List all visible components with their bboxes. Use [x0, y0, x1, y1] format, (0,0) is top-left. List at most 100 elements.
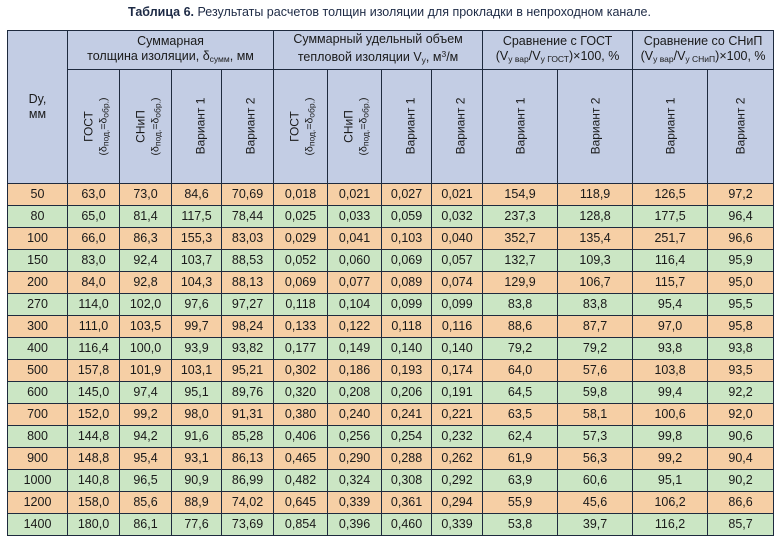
- table-row: 1400 180,0 86,1 77,6 73,69 0,854 0,396 0,460 0,3…: [7, 513, 775, 536]
- table-cell: 129,9: [482, 271, 559, 294]
- table-cell: 96,4: [707, 205, 775, 228]
- table-cell: 0,240: [327, 403, 383, 426]
- table-cell: 157,8: [67, 359, 120, 382]
- table-cell: 73,0: [119, 183, 172, 206]
- table-row: 200 84,0 92,8 104,3 88,13 0,069 0,077 0,089 0,07…: [7, 271, 775, 294]
- table-cell: 81,4: [119, 205, 172, 228]
- table-cell: 90,9: [171, 469, 222, 492]
- table-cell: 0,104: [327, 293, 383, 316]
- table-cell: 0,140: [381, 337, 433, 360]
- table-cell: 0,032: [431, 205, 484, 228]
- table-cell: 73,69: [220, 513, 275, 536]
- table-cell: 86,3: [119, 227, 172, 250]
- table-cell: 0,069: [273, 271, 329, 294]
- dy-cell: 1200: [7, 491, 68, 514]
- table-cell: 106,2: [632, 491, 709, 514]
- dy-cell: 1000: [7, 469, 68, 492]
- caption-prefix: Таблица 6.: [128, 5, 195, 19]
- table-cell: 99,7: [171, 315, 222, 338]
- table-cell: 102,0: [119, 293, 172, 316]
- table-cell: 99,8: [632, 425, 709, 448]
- table-cell: 118,9: [557, 183, 634, 206]
- table-cell: 104,3: [171, 271, 222, 294]
- table-cell: 86,99: [220, 469, 275, 492]
- table-cell: 93,1: [171, 447, 222, 470]
- table-cell: 60,6: [557, 469, 634, 492]
- table-cell: 83,0: [67, 249, 120, 272]
- table-cell: 98,24: [220, 315, 275, 338]
- table-cell: 0,118: [273, 293, 329, 316]
- table-cell: 97,4: [119, 381, 172, 404]
- table-cell: 92,8: [119, 271, 172, 294]
- table-cell: 57,3: [557, 425, 634, 448]
- table-cell: 0,077: [327, 271, 383, 294]
- table-cell: 0,645: [273, 491, 329, 514]
- table-cell: 0,361: [381, 491, 433, 514]
- table-cell: 62,4: [482, 425, 559, 448]
- table-cell: 0,256: [327, 425, 383, 448]
- table-row: 50 63,0 73,0 84,6 70,69 0,018 0,021 0,027 0,021 1…: [7, 183, 775, 206]
- table-cell: 90,2: [707, 469, 775, 492]
- table-cell: 93,9: [171, 337, 222, 360]
- dy-cell: 50: [7, 183, 68, 206]
- table-row: 800 144,8 94,2 91,6 85,28 0,406 0,256 0,254 0,23…: [7, 425, 775, 448]
- header-group-row: Dy, мм Суммарная толщина изоляции, δсумм…: [7, 30, 775, 184]
- table-cell: 0,174: [431, 359, 484, 382]
- table-cell: 78,44: [220, 205, 275, 228]
- table-cell: 0,025: [273, 205, 329, 228]
- table-cell: 63,5: [482, 403, 559, 426]
- table-row: 400 116,4 100,0 93,9 93,82 0,177 0,149 0,140 0,1…: [7, 337, 775, 360]
- table-cell: 0,149: [327, 337, 383, 360]
- table-cell: 100,0: [119, 337, 172, 360]
- table-cell: 95,21: [220, 359, 275, 382]
- group-specific-volume: Суммарный удельный объем тепловой изоляц…: [273, 30, 484, 70]
- table-row: 700 152,0 99,2 98,0 91,31 0,380 0,240 0,241 0,22…: [7, 403, 775, 426]
- table-cell: 114,0: [67, 293, 120, 316]
- table-cell: 103,1: [171, 359, 222, 382]
- dy-cell: 100: [7, 227, 68, 250]
- table-cell: 0,262: [431, 447, 484, 470]
- table-cell: 144,8: [67, 425, 120, 448]
- table-cell: 56,3: [557, 447, 634, 470]
- table-cell: 0,027: [381, 183, 433, 206]
- table-cell: 0,029: [273, 227, 329, 250]
- table-cell: 63,0: [67, 183, 120, 206]
- col-var2-snip-compare: Вариант 2: [707, 69, 775, 184]
- table-row: 1000 140,8 96,5 90,9 86,99 0,482 0,324 0,308 0,2…: [7, 469, 775, 492]
- table-row: 270 114,0 102,0 97,6 97,27 0,118 0,104 0,099 0,0…: [7, 293, 775, 316]
- table-cell: 0,103: [381, 227, 433, 250]
- col-var1-thickness: Вариант 1: [171, 69, 222, 184]
- table-cell: 140,8: [67, 469, 120, 492]
- dy-header: Dy, мм: [7, 30, 68, 184]
- table-cell: 64,5: [482, 381, 559, 404]
- table-cell: 0,033: [327, 205, 383, 228]
- table-cell: 101,9: [119, 359, 172, 382]
- table-cell: 135,4: [557, 227, 634, 250]
- table-cell: 55,9: [482, 491, 559, 514]
- table-cell: 0,292: [431, 469, 484, 492]
- table-cell: 237,3: [482, 205, 559, 228]
- table-cell: 0,206: [381, 381, 433, 404]
- col-var1-gost-compare: Вариант 1: [482, 69, 559, 184]
- table-cell: 0,191: [431, 381, 484, 404]
- group-total-thickness: Суммарная толщина изоляции, δсумм, мм: [66, 30, 275, 70]
- table-cell: 132,7: [482, 249, 559, 272]
- table-cell: 84,0: [67, 271, 120, 294]
- dy-cell: 200: [7, 271, 68, 294]
- table-cell: 79,2: [557, 337, 634, 360]
- table-cell: 0,482: [273, 469, 329, 492]
- table-cell: 74,02: [220, 491, 275, 514]
- table-cell: 115,7: [632, 271, 709, 294]
- table-cell: 85,28: [220, 425, 275, 448]
- table-cell: 61,9: [482, 447, 559, 470]
- table-cell: 88,53: [220, 249, 275, 272]
- dy-cell: 300: [7, 315, 68, 338]
- table-cell: 77,6: [171, 513, 222, 536]
- table-cell: 148,8: [67, 447, 120, 470]
- table-cell: 103,5: [119, 315, 172, 338]
- table-cell: 85,7: [707, 513, 775, 536]
- table-cell: 0,140: [431, 337, 484, 360]
- table-cell: 0,320: [273, 381, 329, 404]
- table-cell: 90,6: [707, 425, 775, 448]
- table-cell: 83,8: [482, 293, 559, 316]
